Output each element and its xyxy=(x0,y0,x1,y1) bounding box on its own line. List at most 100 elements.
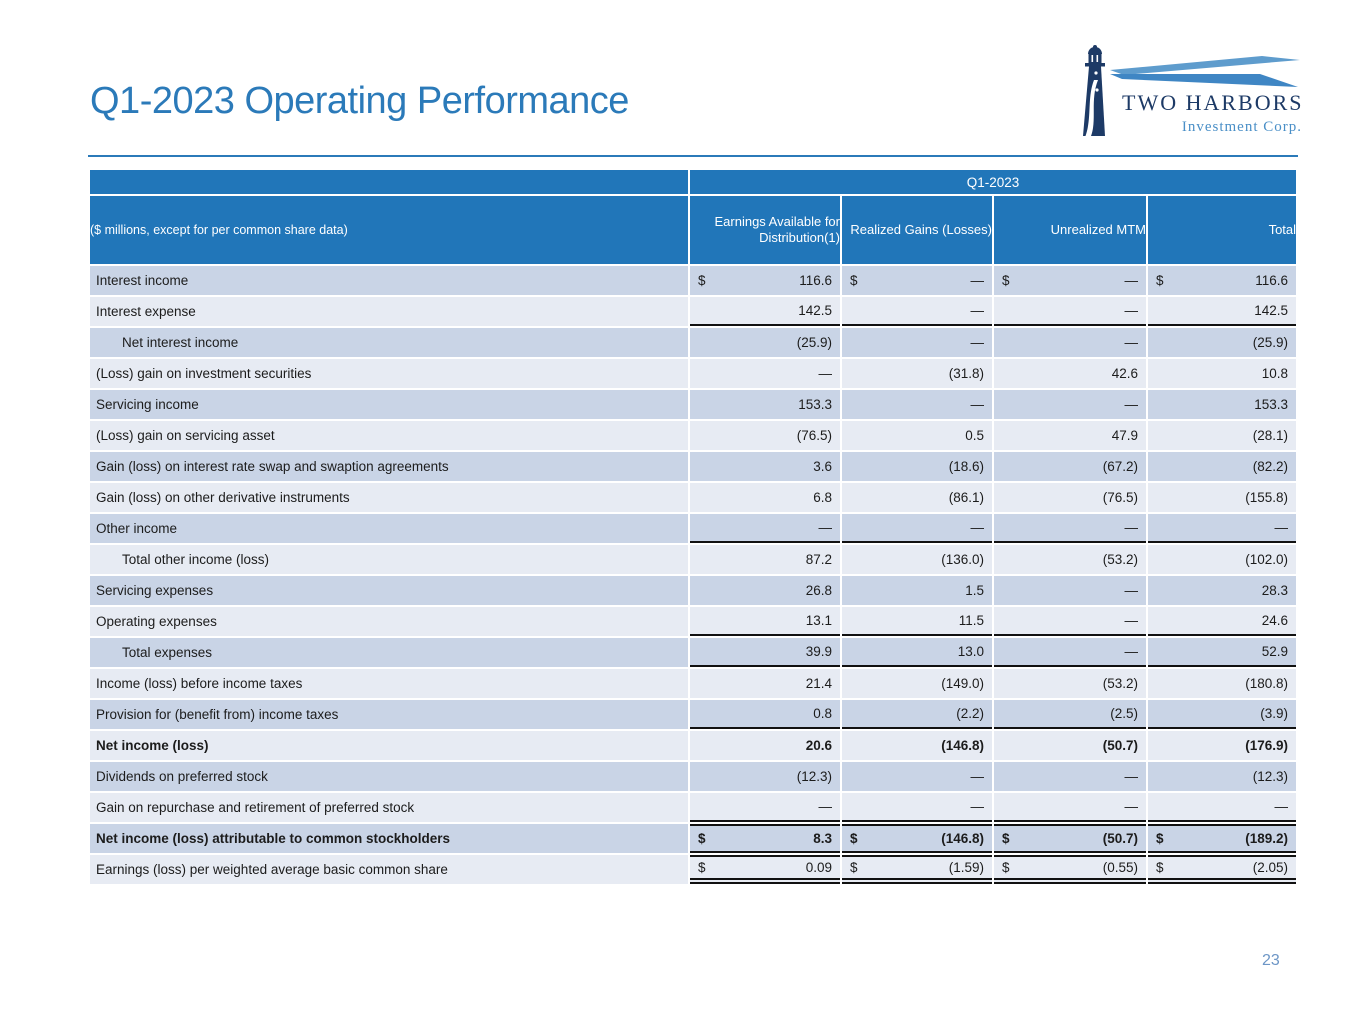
cell-value: 153.3 xyxy=(1254,397,1289,412)
row-label: Income (loss) before income taxes xyxy=(96,676,303,691)
currency-symbol: $ xyxy=(698,831,706,846)
row-label: Provision for (benefit from) income taxe… xyxy=(96,707,339,722)
page-number: 23 xyxy=(1262,952,1280,969)
cell-value: (53.2) xyxy=(1102,552,1138,567)
operating-performance-table: Q1-2023 ($ millions, except for per comm… xyxy=(88,168,1298,886)
cell-value: (76.5) xyxy=(796,428,832,443)
cell-value: (25.9) xyxy=(796,335,832,350)
cell-value: (50.7) xyxy=(1102,831,1138,846)
cell-value: (82.2) xyxy=(1252,459,1289,474)
table-row: Total other income (loss) 87.2 (136.0) (… xyxy=(90,545,1297,574)
row-label: Net income (loss) attributable to common… xyxy=(96,831,451,846)
cell-value: 52.9 xyxy=(1261,644,1289,659)
table-row: Earnings (loss) per weighted average bas… xyxy=(90,855,1297,884)
column-header-ead: Earnings Available for Distribution(1) xyxy=(690,196,840,264)
cell-value: 1.5 xyxy=(965,583,984,598)
table-body: Interest income $116.6 $ — $ — $116.6 Inte… xyxy=(90,266,1297,884)
cell-value: 116.6 xyxy=(799,273,832,288)
table-row: Gain (loss) on interest rate swap and sw… xyxy=(90,452,1297,481)
row-label: Earnings (loss) per weighted average bas… xyxy=(96,862,448,877)
cell-value: — xyxy=(1124,520,1139,535)
cell-value: (53.2) xyxy=(1102,676,1138,691)
table-row: Net interest income (25.9) — — (25.9) xyxy=(90,328,1297,357)
row-label: Gain (loss) on interest rate swap and sw… xyxy=(96,459,449,474)
cell-value: 24.6 xyxy=(1261,613,1289,628)
cell-value: — xyxy=(1274,520,1289,535)
cell-value: (180.8) xyxy=(1245,676,1289,691)
cell-value: (3.9) xyxy=(1260,706,1289,721)
table-row: Other income — — — — xyxy=(90,514,1297,543)
cell-value: 142.5 xyxy=(1254,303,1289,318)
table-row: Total expenses 39.9 13.0 — 52.9 xyxy=(90,638,1297,667)
cell-value: (155.8) xyxy=(1245,490,1289,505)
cell-value: 142.5 xyxy=(798,303,832,318)
table-row: Gain on repurchase and retirement of pre… xyxy=(90,793,1297,822)
cell-value: 39.9 xyxy=(805,644,832,659)
title-divider xyxy=(88,155,1298,157)
cell-value: (102.0) xyxy=(1245,552,1289,567)
cell-value: — xyxy=(970,799,985,814)
logo-company-name: TWO HARBORS xyxy=(1122,90,1304,115)
row-label: Servicing expenses xyxy=(96,583,214,598)
table-row: Interest income $116.6 $ — $ — $116.6 xyxy=(90,266,1297,295)
cell-value: (2.5) xyxy=(1110,706,1138,721)
light-beams-icon xyxy=(1110,56,1300,87)
cell-value: (25.9) xyxy=(1252,335,1289,350)
cell-value: — xyxy=(970,769,985,784)
table-header: Q1-2023 ($ millions, except for per comm… xyxy=(90,170,1297,264)
cell-value: 0.5 xyxy=(965,428,984,443)
table-row: Dividends on preferred stock (12.3) — — … xyxy=(90,762,1297,791)
currency-symbol: $ xyxy=(1002,860,1010,875)
row-label: Other income xyxy=(96,521,178,536)
cell-value: 10.8 xyxy=(1261,366,1289,381)
header-spacer-cell xyxy=(90,170,688,194)
column-header-realized-gains: Realized Gains (Losses) xyxy=(842,196,992,264)
cell-value: (136.0) xyxy=(941,552,984,567)
cell-value: 0.8 xyxy=(813,706,832,721)
cell-value: 6.8 xyxy=(813,490,832,505)
table-row: Gain (loss) on other derivative instrume… xyxy=(90,483,1297,512)
cell-value: (12.3) xyxy=(796,769,832,784)
cell-value: (28.1) xyxy=(1252,428,1289,443)
cell-value: — xyxy=(970,335,985,350)
cell-value: 87.2 xyxy=(805,552,832,567)
currency-symbol: $ xyxy=(1156,831,1164,846)
cell-value: (67.2) xyxy=(1102,459,1138,474)
currency-symbol: $ xyxy=(1156,860,1164,875)
cell-value: — xyxy=(1124,613,1139,628)
table-row: Servicing expenses 26.8 1.5 — 28.3 xyxy=(90,576,1297,605)
cell-value: 11.5 xyxy=(958,613,984,628)
row-label: Net interest income xyxy=(122,335,239,350)
row-label: Gain (loss) on other derivative instrume… xyxy=(96,490,350,505)
cell-value: 28.3 xyxy=(1261,583,1289,598)
cell-value: — xyxy=(1124,799,1139,814)
row-label: Total other income (loss) xyxy=(122,552,270,567)
cell-value: (146.8) xyxy=(941,831,984,846)
cell-value: 42.6 xyxy=(1111,366,1138,381)
cell-value: 20.6 xyxy=(805,738,832,753)
cell-value: (149.0) xyxy=(941,676,984,691)
cell-value: — xyxy=(970,273,985,288)
cell-value: (2.2) xyxy=(956,706,984,721)
table-row: Provision for (benefit from) income taxe… xyxy=(90,700,1297,729)
row-label: Net income (loss) xyxy=(96,738,209,753)
group-header-q1-2023: Q1-2023 xyxy=(690,170,1297,194)
cell-value: — xyxy=(1124,335,1139,350)
table-row: Servicing income 153.3 — — 153.3 xyxy=(90,390,1297,419)
cell-value: — xyxy=(970,303,985,318)
group-header-row: Q1-2023 xyxy=(90,170,1297,194)
cell-value: (12.3) xyxy=(1252,769,1289,784)
table-row: Net income (loss) attributable to common… xyxy=(90,824,1297,853)
cell-value: (50.7) xyxy=(1102,738,1138,753)
cell-value: — xyxy=(1124,583,1139,598)
cell-value: — xyxy=(818,520,833,535)
cell-value: 153.3 xyxy=(798,397,832,412)
cell-value: 13.1 xyxy=(805,613,832,628)
table-row: Interest expense 142.5 — — 142.5 xyxy=(90,297,1297,326)
cell-value: — xyxy=(1274,799,1289,814)
cell-value: 26.8 xyxy=(805,583,832,598)
cell-value: (86.1) xyxy=(948,490,984,505)
column-header-total: Total xyxy=(1148,196,1297,264)
cell-value: — xyxy=(1124,303,1139,318)
cell-value: 8.3 xyxy=(813,831,832,846)
